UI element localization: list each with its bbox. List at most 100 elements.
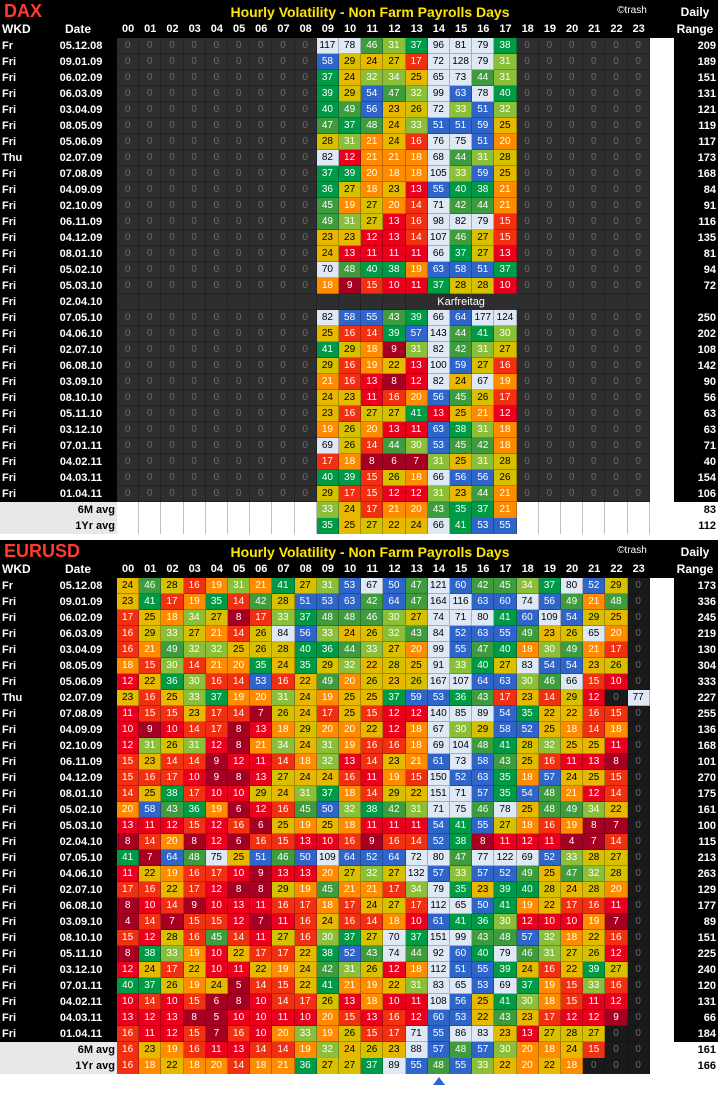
- data-cell: 27: [494, 342, 517, 358]
- data-cell: 0: [117, 54, 140, 70]
- data-cell: 24: [294, 706, 317, 722]
- data-cell: 21: [405, 754, 428, 770]
- date-label: 05.02.10: [59, 264, 103, 276]
- weekday-label: Fri: [2, 168, 17, 180]
- data-cell: 0: [627, 278, 650, 294]
- data-cell: 21: [250, 738, 273, 754]
- data-cell: 8: [605, 754, 628, 770]
- data-cell: 0: [228, 230, 251, 246]
- data-cell: 0: [205, 230, 228, 246]
- data-cell: 40: [294, 642, 317, 658]
- data-cell: 16: [250, 834, 273, 850]
- data-cell: 0: [605, 214, 628, 230]
- weekday-label: Fri: [2, 596, 17, 608]
- data-cell: 38: [472, 182, 495, 198]
- data-cell: 35: [205, 594, 228, 610]
- data-cell: 27: [605, 962, 628, 978]
- data-cell: 0: [538, 230, 561, 246]
- data-cell: 20: [272, 1026, 295, 1042]
- range-value: 71: [703, 440, 716, 452]
- data-cell: 30: [161, 658, 184, 674]
- range-value: 72: [703, 280, 716, 292]
- weekday-label: Fri: [2, 932, 17, 944]
- data-cell: 0: [561, 358, 584, 374]
- data-cell: 28: [272, 642, 295, 658]
- data-cell: 0: [117, 358, 140, 374]
- data-cell: 20: [405, 642, 428, 658]
- data-cell: 7: [250, 706, 273, 722]
- avg-cell: [272, 502, 295, 518]
- date-label: 03.09.10: [59, 916, 103, 928]
- data-cell: 16: [339, 326, 362, 342]
- data-cell: 25: [405, 658, 428, 674]
- data-cell: 61: [427, 914, 450, 930]
- data-cell: 23: [383, 182, 406, 198]
- weekday-label: Fri: [2, 996, 17, 1008]
- avg-cell: [139, 518, 162, 534]
- data-cell: 79: [472, 54, 495, 70]
- data-cell: 13: [405, 358, 428, 374]
- date-label: 06.03.09: [59, 628, 103, 640]
- data-cell: 24: [272, 786, 295, 802]
- data-cell: 58: [494, 722, 517, 738]
- data-cell: 0: [205, 118, 228, 134]
- data-cell: 15: [494, 214, 517, 230]
- avg-cell: 23: [139, 1042, 162, 1058]
- data-cell: 24: [361, 898, 384, 914]
- data-cell: 13: [405, 182, 428, 198]
- data-cell: 0: [272, 470, 295, 486]
- weekday-label: Fri: [2, 472, 17, 484]
- data-cell: 0: [583, 54, 606, 70]
- hour-tick-label: 13: [410, 23, 423, 35]
- data-cell: 27: [361, 214, 384, 230]
- data-cell: 24: [561, 770, 584, 786]
- data-cell: 25: [516, 754, 539, 770]
- data-cell: 67: [427, 722, 450, 738]
- data-cell: 63: [427, 422, 450, 438]
- data-cell: 0: [250, 486, 273, 502]
- date-label: 02.10.09: [59, 740, 103, 752]
- data-cell: 11: [405, 278, 428, 294]
- data-cell: 59: [472, 118, 495, 134]
- data-cell: 71: [450, 610, 473, 626]
- data-cell: 0: [161, 422, 184, 438]
- data-cell: 0: [627, 102, 650, 118]
- hour-tick-label: 23: [632, 563, 645, 575]
- data-cell: 0: [272, 278, 295, 294]
- avg-cell: 30: [494, 1042, 517, 1058]
- data-cell: 85: [450, 706, 473, 722]
- data-cell: 12: [383, 486, 406, 502]
- data-cell: 14: [361, 914, 384, 930]
- data-cell: 14: [361, 786, 384, 802]
- data-cell: 0: [516, 358, 539, 374]
- date-label: 02.10.09: [59, 200, 103, 212]
- data-cell: 27: [583, 1026, 606, 1042]
- data-cell: 17: [294, 994, 317, 1010]
- data-cell: 20: [361, 422, 384, 438]
- data-cell: 25: [583, 770, 606, 786]
- data-cell: 14: [139, 914, 162, 930]
- data-cell: 16: [117, 642, 140, 658]
- data-cell: 42: [361, 594, 384, 610]
- data-cell: 0: [139, 326, 162, 342]
- weekday-label: Fri: [2, 948, 17, 960]
- data-cell: 8: [250, 882, 273, 898]
- data-cell: 51: [294, 594, 317, 610]
- data-cell: 40: [472, 946, 495, 962]
- data-cell: 0: [627, 978, 650, 994]
- data-cell: 70: [383, 930, 406, 946]
- data-cell: 13: [339, 754, 362, 770]
- data-cell: 19: [205, 802, 228, 818]
- data-cell: 0: [583, 230, 606, 246]
- data-cell: 14: [605, 786, 628, 802]
- avg-cell: 35: [316, 518, 339, 534]
- data-cell: 31: [228, 578, 251, 594]
- data-cell: 0: [228, 278, 251, 294]
- data-cell: 12: [516, 914, 539, 930]
- data-cell: 21: [339, 882, 362, 898]
- data-cell: 112: [427, 898, 450, 914]
- data-cell: 18: [405, 962, 428, 978]
- chart-title: Hourly Volatility - Non Farm Payrolls Da…: [230, 4, 510, 20]
- data-cell: 0: [139, 102, 162, 118]
- data-cell: 30: [183, 674, 206, 690]
